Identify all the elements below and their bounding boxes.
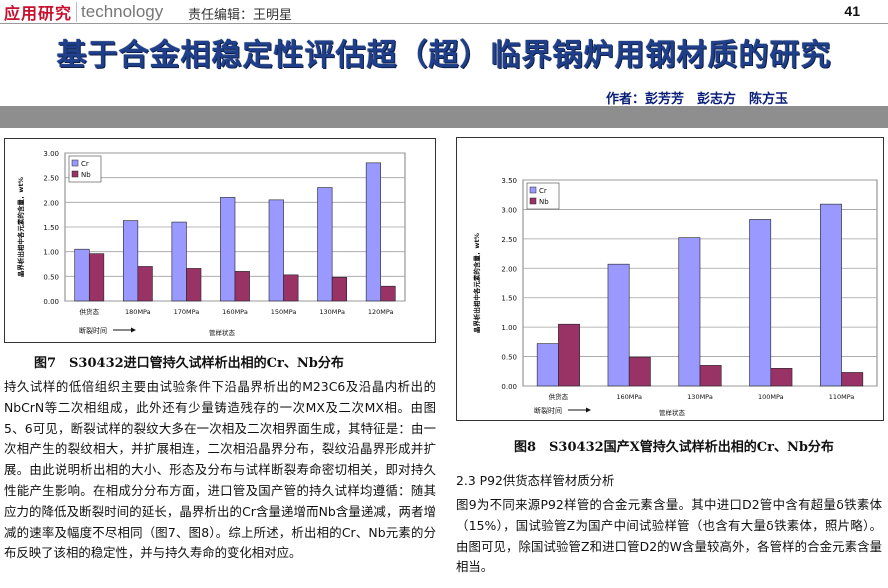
fig7-y-tick-label: 2.00	[43, 199, 59, 207]
body-paragraph-left: 持久试样的低倍组织主要由试验条件下沿晶界析出的M23C6及沿晶内析出的NbCrN…	[4, 379, 436, 561]
body-paragraph-right: 图9为不同来源P92样管的合金元素含量。其中进口D2管中含有超量δ铁素体（15%…	[456, 497, 882, 575]
page-number: 41	[844, 3, 860, 19]
figure-7-chart: 0.00 0.50 1.00 1.50 2.00 2.50 3.00 供货态 180MPa 170…	[4, 138, 436, 343]
article-title: 基于合金相稳定性评估超（超）临界锅炉用钢材质的研究	[56, 38, 832, 73]
fig7-x-axis-label: 断裂时间	[79, 326, 107, 335]
fig7-bar-nb	[234, 271, 250, 302]
fig8-y-tick-label: 2.00	[501, 265, 517, 273]
fig7-bar-cr	[74, 248, 90, 302]
fig8-bar-cr	[536, 343, 559, 387]
fig7-bar-cr	[171, 221, 187, 302]
fig8-legend-label-nb: Nb	[539, 198, 549, 206]
fig8-bar-nb	[628, 356, 651, 387]
fig8-x-group-label: 管样状态	[659, 408, 686, 417]
fig7-bar-cr	[220, 197, 236, 302]
fig7-bar-nb	[283, 274, 299, 302]
fig7-x-axis-arrowhead	[131, 327, 136, 333]
fig7-bar-cr	[268, 199, 284, 302]
figure-8-caption: 图8 S30432国产X管持久试样析出相的Cr、Nb分布	[514, 440, 834, 455]
page-header: 应用研究 technology 责任编辑：王明星 41	[0, 0, 888, 24]
fig7-legend-swatch-nb	[71, 170, 79, 178]
fig7-bar-cr	[365, 162, 382, 302]
fig7-x-tick-label: 170MPa	[174, 308, 200, 316]
fig7-bar-nb	[380, 285, 396, 302]
fig7-y-tick-label: 1.00	[43, 249, 59, 257]
fig7-x-tick-label: 130MPa	[319, 308, 345, 316]
fig7-legend-swatch-cr	[71, 159, 79, 167]
fig7-x-group-label: 管样状态	[209, 328, 236, 337]
fig8-bar-cr	[607, 263, 630, 387]
fig7-y-axis-label: 晶界析出相中各元素的含量，wt%	[16, 176, 25, 277]
fig7-bar-nb	[186, 268, 202, 302]
fig8-y-tick-label: 0.50	[501, 354, 517, 362]
figure-7-svg: 0.00 0.50 1.00 1.50 2.00 2.50 3.00 供货态 180MPa 170…	[16, 150, 406, 337]
fig7-x-tick-label: 供货态	[80, 307, 100, 316]
fig7-bar-cr	[122, 220, 139, 302]
fig8-bar-cr	[820, 203, 842, 387]
fig7-x-tick-label: 120MPa	[368, 308, 394, 316]
fig8-y-tick-label: 1.50	[501, 295, 517, 303]
fig8-legend-swatch-nb	[529, 197, 537, 205]
fig8-x-axis-arrowhead	[586, 407, 591, 413]
fig8-bar-nb	[558, 323, 580, 387]
fig8-x-tick-label: 100MPa	[758, 393, 784, 401]
fig7-bar-nb	[331, 277, 348, 302]
fig8-bar-nb	[699, 365, 722, 387]
figure-8-svg: 0.00 0.50 1.00 1.50 2.00 2.50 3.00 3.50 供货态 160MP…	[472, 177, 878, 417]
decorative-band	[0, 106, 888, 128]
fig8-x-tick-label: 160MPa	[616, 393, 642, 401]
fig7-legend-label-cr: Cr	[81, 160, 89, 168]
brand-english: technology	[76, 2, 163, 22]
fig8-y-tick-label: 1.00	[501, 324, 517, 332]
fig7-bar-cr	[317, 187, 333, 302]
fig8-x-tick-label: 110MPa	[829, 393, 855, 401]
fig7-y-tick-label: 0.00	[43, 298, 59, 306]
fig7-y-tick-label: 3.00	[43, 150, 59, 158]
fig8-bar-cr	[749, 219, 772, 387]
fig8-legend-label-cr: Cr	[539, 187, 547, 195]
section-heading: 2.3 P92供货态样管材质分析	[456, 473, 615, 488]
fig8-y-tick-label: 0.00	[501, 383, 517, 391]
column-brand: 应用研究 technology	[4, 2, 163, 23]
fig7-x-tick-label: 160MPa	[222, 308, 248, 316]
article-authors: 作者：彭芳芳 彭志方 陈方玉	[606, 92, 789, 107]
fig7-bar-nb	[88, 253, 105, 302]
fig7-legend-label-nb: Nb	[81, 171, 91, 179]
fig7-bar-nb	[137, 266, 153, 302]
fig8-y-tick-label: 2.50	[501, 236, 517, 244]
fig8-bar-nb	[770, 368, 793, 387]
fig8-x-tick-label: 供货态	[549, 392, 569, 401]
editor-credit: 责任编辑：王明星	[188, 8, 293, 23]
fig7-x-tick-label: 150MPa	[271, 308, 297, 316]
fig7-y-tick-label: 0.50	[43, 273, 59, 281]
fig8-y-axis-label: 晶界析出相中各元素的含量，wt%	[472, 232, 481, 333]
fig8-bar-nb	[841, 372, 864, 387]
fig8-x-tick-label: 130MPa	[687, 393, 713, 401]
fig8-y-tick-label: 3.00	[501, 206, 517, 214]
brand-chinese: 应用研究	[4, 4, 73, 23]
figure-8-chart: 0.00 0.50 1.00 1.50 2.00 2.50 3.00 3.50 供货态 160MP…	[456, 137, 884, 421]
figure-7-caption: 图7 S30432进口管持久试样析出相的Cr、Nb分布	[34, 356, 344, 371]
fig7-y-tick-label: 2.50	[43, 175, 59, 183]
fig7-x-tick-label: 180MPa	[125, 308, 151, 316]
fig8-y-tick-label: 3.50	[501, 177, 517, 185]
fig8-x-axis-label: 断裂时间	[534, 406, 562, 415]
fig7-y-tick-label: 1.50	[43, 224, 59, 232]
fig8-legend-swatch-cr	[529, 186, 537, 194]
fig8-bar-cr	[678, 237, 701, 387]
